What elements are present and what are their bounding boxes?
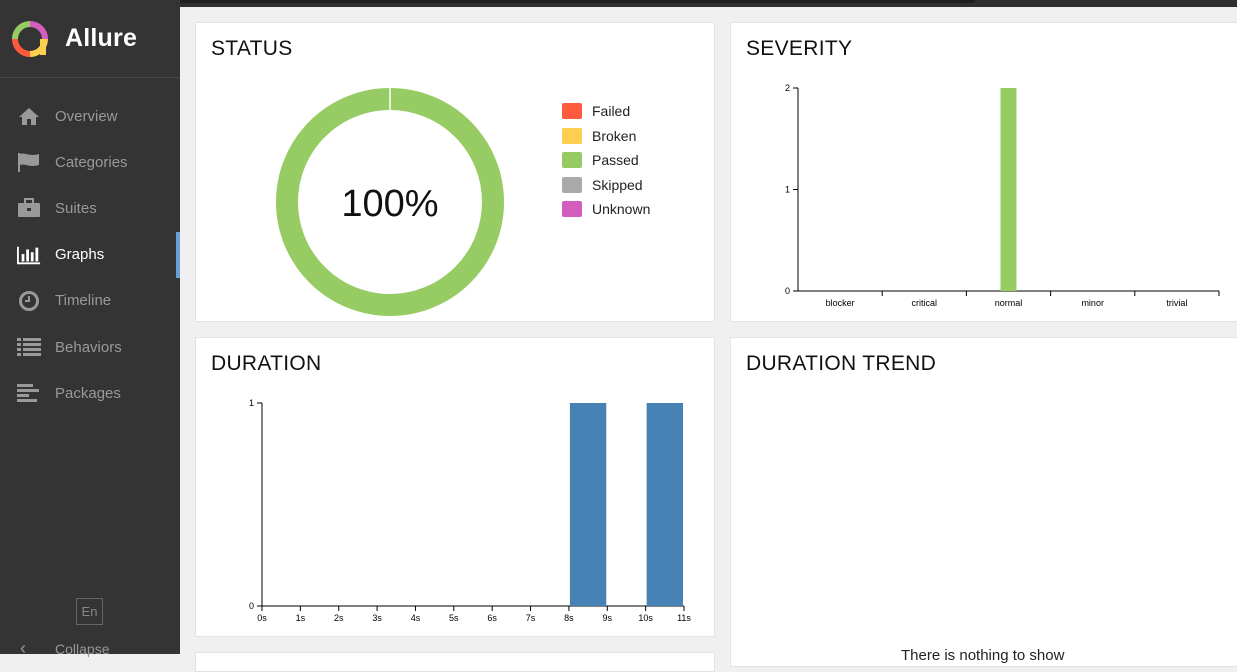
- legend-label: Unknown: [592, 201, 651, 218]
- severity-widget: SEVERITY 0 1 2 blocker critical normal minor tr…: [730, 22, 1237, 322]
- sidebar-item-label: Graphs: [55, 246, 105, 264]
- sidebar-item-label: Categories: [55, 153, 128, 171]
- x-tick-label: blocker: [826, 298, 855, 308]
- legend-swatch: [562, 103, 582, 120]
- sidebar-item-graphs[interactable]: Graphs: [0, 231, 180, 278]
- sidebar-item-label: Suites: [55, 199, 97, 217]
- x-tick-label: 0s: [257, 613, 267, 623]
- sidebar-item-label: Overview: [55, 107, 118, 125]
- legend-item-skipped[interactable]: Skipped: [562, 173, 650, 198]
- status-donut-chart: 100%: [276, 87, 504, 316]
- brand[interactable]: Allure: [0, 0, 180, 78]
- x-tick-label: 3s: [372, 613, 382, 623]
- legend-swatch: [562, 152, 582, 169]
- y-tick-label: 2: [785, 83, 790, 93]
- home-icon: [17, 105, 41, 127]
- legend-label: Skipped: [592, 176, 643, 193]
- y-tick-label: 1: [249, 398, 254, 408]
- briefcase-icon: [17, 197, 41, 219]
- x-tick-label: trivial: [1166, 298, 1187, 308]
- duration-title: DURATION: [211, 352, 322, 375]
- y-tick-label: 0: [249, 601, 254, 611]
- x-tick-label: normal: [995, 298, 1023, 308]
- x-tick-label: 6s: [487, 613, 497, 623]
- x-tick-label: 1s: [296, 613, 306, 623]
- list-icon: [17, 336, 41, 358]
- sidebar-item-categories[interactable]: Categories: [0, 139, 180, 185]
- legend-item-passed[interactable]: Passed: [562, 148, 650, 173]
- sidebar-nav: Overview Categories Suites Graphs Timeli…: [0, 93, 180, 416]
- legend-label: Passed: [592, 152, 639, 169]
- duration-trend-widget: DURATION TREND There is nothing to show: [730, 337, 1237, 667]
- bar-chart-icon: [17, 244, 41, 266]
- duration-widget: DURATION 0 1 0s 1s 2s 3s 4s 5s 6s 7s 8s 9s 10s 11s: [195, 337, 715, 637]
- legend-swatch: [562, 127, 582, 144]
- x-tick-label: 9s: [603, 613, 613, 623]
- legend-swatch: [562, 176, 582, 193]
- clock-icon: [17, 290, 41, 312]
- collapse-label: Collapse: [55, 640, 110, 657]
- duration-bar: [646, 403, 683, 606]
- empty-state-message: There is nothing to show: [901, 647, 1065, 664]
- duration-trend-title: DURATION TREND: [746, 352, 937, 375]
- sidebar-item-packages[interactable]: Packages: [0, 370, 180, 416]
- severity-title: SEVERITY: [746, 37, 853, 60]
- sidebar-item-timeline[interactable]: Timeline: [0, 278, 180, 324]
- language-button[interactable]: En: [76, 598, 103, 625]
- x-tick-label: 4s: [411, 613, 421, 623]
- x-tick-label: minor: [1081, 298, 1104, 308]
- severity-bar-chart: 0 1 2 blocker critical normal minor trivial: [785, 83, 1220, 308]
- sidebar-item-suites[interactable]: Suites: [0, 185, 180, 231]
- align-left-icon: [17, 382, 41, 404]
- status-legend: Failed Broken Passed Skipped Unknown: [562, 99, 650, 222]
- chevron-left-icon: ‹: [20, 638, 26, 658]
- collapse-button[interactable]: ‹ Collapse: [20, 638, 109, 659]
- window-top-bar: [0, 0, 1237, 7]
- x-tick-label: critical: [912, 298, 938, 308]
- sidebar-item-label: Timeline: [55, 292, 112, 310]
- allure-logo-icon: [12, 20, 48, 57]
- y-tick-label: 1: [785, 185, 790, 195]
- legend-label: Broken: [592, 127, 637, 144]
- x-tick-label: 8s: [564, 613, 574, 623]
- legend-swatch: [562, 201, 582, 218]
- status-percent: 100%: [341, 183, 438, 225]
- status-title: STATUS: [211, 37, 293, 60]
- flag-icon: [17, 151, 41, 173]
- severity-bar-normal: [1000, 88, 1017, 291]
- legend-item-failed[interactable]: Failed: [562, 99, 650, 124]
- x-tick-label: 7s: [526, 613, 536, 623]
- legend-item-broken[interactable]: Broken: [562, 124, 650, 149]
- sidebar-item-label: Behaviors: [55, 338, 122, 356]
- status-widget: STATUS 100% Failed Broken Passed Skipped…: [195, 22, 715, 322]
- duration-bar: [569, 403, 607, 606]
- sidebar: Allure Overview Categories Suites Graphs: [0, 0, 180, 658]
- legend-item-unknown[interactable]: Unknown: [562, 197, 650, 222]
- next-widget: [195, 652, 715, 672]
- y-tick-label: 0: [785, 286, 790, 296]
- legend-label: Failed: [592, 103, 631, 120]
- x-tick-label: 11s: [677, 613, 691, 623]
- sidebar-item-overview[interactable]: Overview: [0, 93, 180, 139]
- x-tick-label: 10s: [638, 613, 653, 623]
- x-tick-label: 2s: [334, 613, 344, 623]
- app-title: Allure: [65, 24, 138, 52]
- sidebar-item-label: Packages: [55, 384, 121, 402]
- x-tick-label: 5s: [449, 613, 459, 623]
- sidebar-item-behaviors[interactable]: Behaviors: [0, 324, 180, 370]
